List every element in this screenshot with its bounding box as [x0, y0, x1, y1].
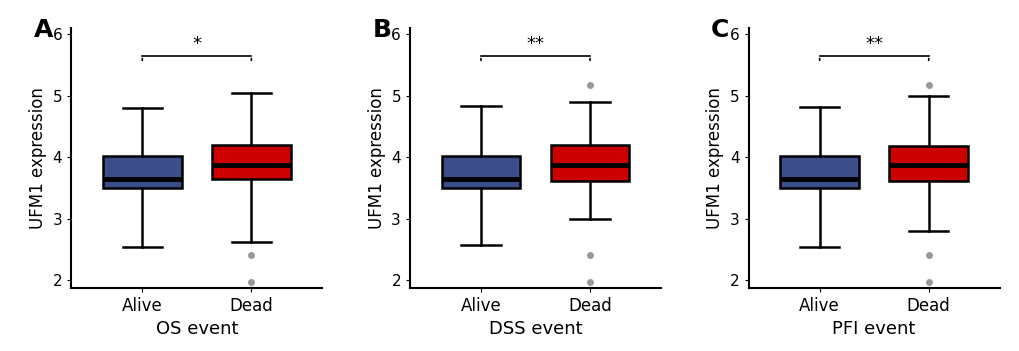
- Y-axis label: UFM1 expression: UFM1 expression: [706, 87, 723, 229]
- Text: A: A: [34, 18, 53, 42]
- PathPatch shape: [780, 156, 858, 188]
- Y-axis label: UFM1 expression: UFM1 expression: [29, 87, 47, 229]
- X-axis label: OS event: OS event: [156, 320, 237, 338]
- X-axis label: PFI event: PFI event: [832, 320, 915, 338]
- Text: *: *: [193, 35, 201, 53]
- Y-axis label: UFM1 expression: UFM1 expression: [368, 87, 385, 229]
- Text: C: C: [710, 18, 729, 42]
- PathPatch shape: [103, 156, 181, 188]
- PathPatch shape: [212, 145, 290, 179]
- Text: B: B: [372, 18, 391, 42]
- Text: **: **: [526, 35, 544, 53]
- Text: **: **: [864, 35, 882, 53]
- PathPatch shape: [441, 156, 520, 188]
- X-axis label: DSS event: DSS event: [488, 320, 582, 338]
- PathPatch shape: [550, 145, 629, 181]
- PathPatch shape: [889, 146, 967, 181]
